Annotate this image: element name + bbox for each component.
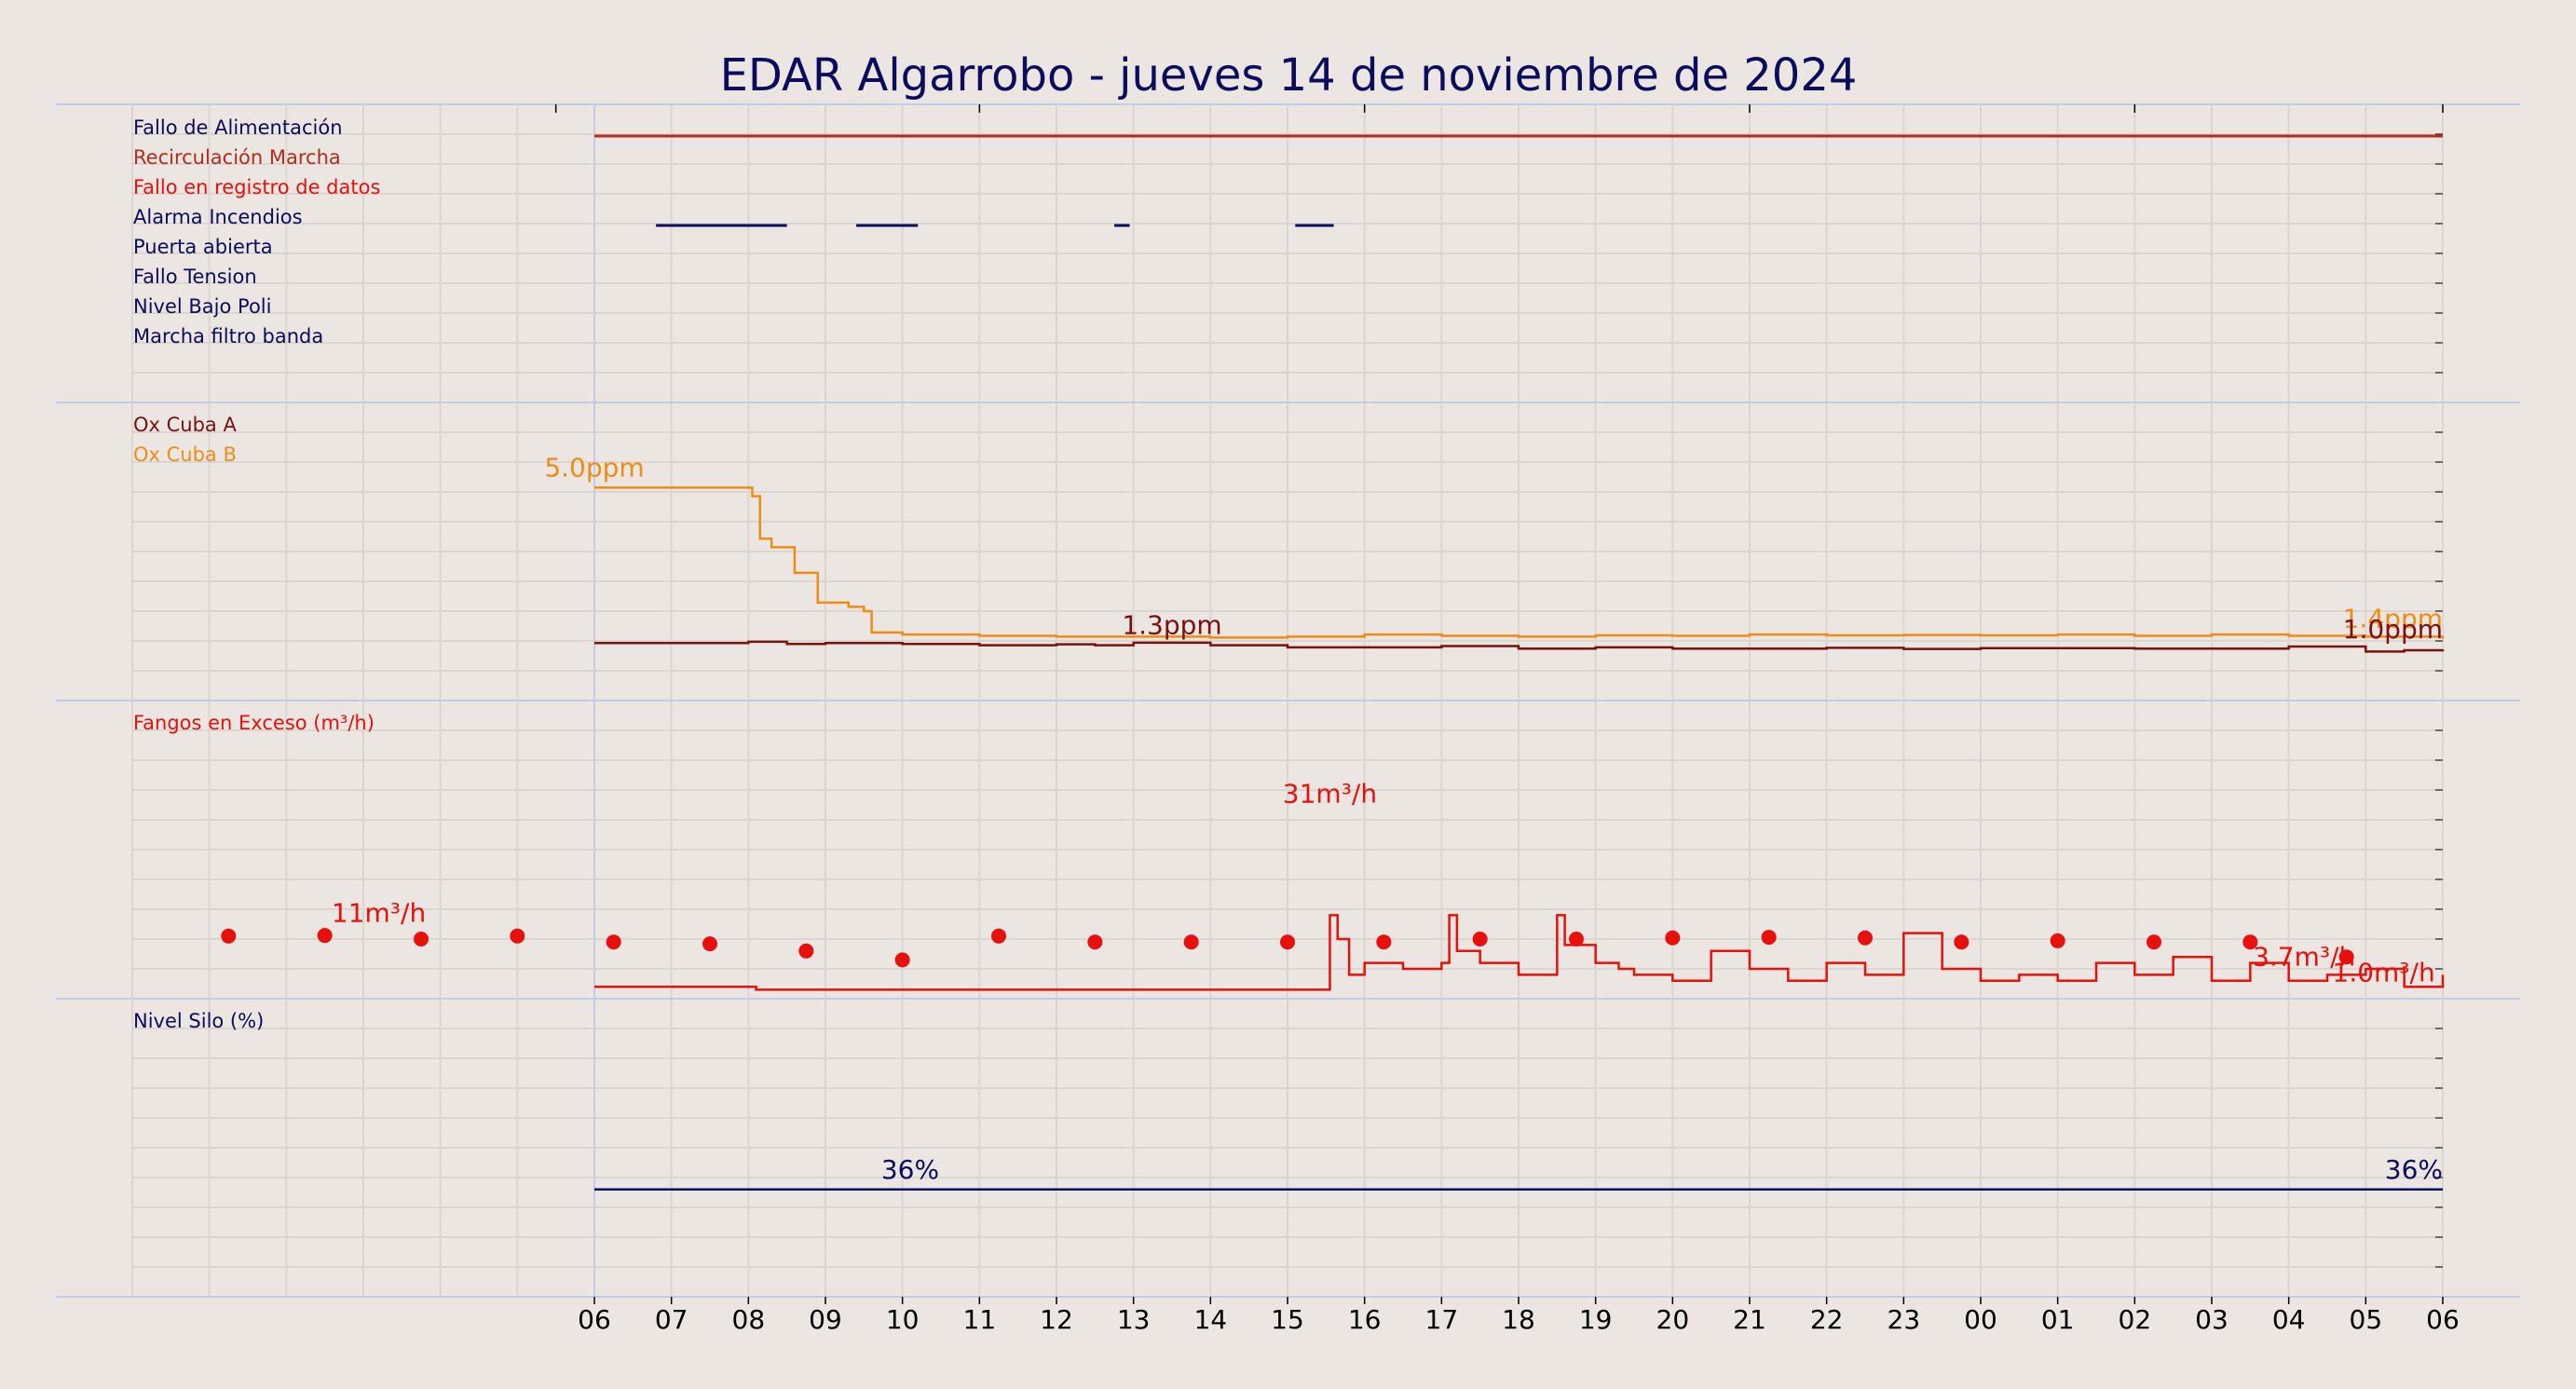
legend-item: Nivel Silo (%) — [133, 1010, 264, 1032]
x-tick-label: 01 — [2041, 1304, 2075, 1335]
x-tick-label: 12 — [1040, 1304, 1073, 1335]
data-point — [606, 934, 621, 950]
data-label: 36% — [2385, 1154, 2443, 1185]
data-point — [894, 952, 910, 968]
data-point — [1472, 932, 1488, 946]
data-point — [414, 932, 429, 946]
x-tick-label: 02 — [2119, 1304, 2152, 1335]
series-line — [594, 640, 2445, 653]
chart-title: EDAR Algarrobo - jueves 14 de noviembre … — [720, 49, 1858, 102]
x-tick-label: 18 — [1502, 1304, 1535, 1335]
data-label: 5.0ppm — [544, 452, 644, 483]
data-label: 3.7m³/h — [2253, 941, 2355, 972]
data-point — [2242, 934, 2258, 950]
x-tick-label: 17 — [1425, 1304, 1459, 1335]
data-point — [991, 928, 1006, 944]
x-tick-label: 19 — [1579, 1304, 1613, 1335]
x-tick-label: 22 — [1810, 1304, 1844, 1335]
legend-item: Puerta abierta — [133, 236, 273, 258]
x-tick-label: 14 — [1194, 1304, 1228, 1335]
data-point — [221, 928, 237, 944]
legend-item: Marcha filtro banda — [133, 325, 323, 347]
data-label: 1.0m³/h — [2333, 958, 2435, 988]
data-label: 1.3ppm — [1122, 610, 1221, 641]
data-point — [1569, 932, 1584, 946]
data-point — [798, 943, 814, 959]
x-tick-label: 20 — [1656, 1304, 1690, 1335]
x-tick-label: 16 — [1348, 1304, 1382, 1335]
data-point — [1087, 934, 1103, 950]
x-tick-label: 03 — [2195, 1304, 2228, 1335]
x-tick-label: 07 — [655, 1304, 688, 1335]
x-tick-label: 04 — [2272, 1304, 2306, 1335]
data-point — [1858, 930, 1873, 946]
data-point — [2147, 934, 2161, 950]
data-label: 36% — [881, 1154, 939, 1185]
data-label: 11m³/h — [332, 898, 426, 929]
data-label: 1.0ppm — [2343, 614, 2443, 645]
data-point — [1183, 934, 1199, 950]
legend-item: Fallo de Alimentación — [133, 116, 343, 139]
data-point — [2338, 949, 2354, 965]
x-tick-label: 23 — [1888, 1304, 1921, 1335]
legend-item: Nivel Bajo Poli — [133, 295, 271, 318]
data-point — [1665, 930, 1681, 946]
x-axis-ticks: 06 07 08 09 10 11 12 13 14 15 16 17 18 19 20 21 22 23 00 01… — [554, 104, 2460, 1335]
legend-item: Ox Cuba A — [133, 414, 237, 436]
x-tick-label: 11 — [963, 1304, 997, 1335]
x-tick-label: 05 — [2350, 1304, 2383, 1335]
data-point — [1954, 934, 1969, 950]
x-tick-label: 21 — [1733, 1304, 1766, 1335]
legend-item: Alarma Incendios — [133, 206, 303, 228]
legend-item: Fallo en registro de datos — [133, 176, 380, 198]
x-tick-label: 09 — [809, 1304, 842, 1335]
x-tick-label: 00 — [1964, 1304, 1997, 1335]
x-tick-label: 06 — [578, 1304, 611, 1335]
x-tick-label: 15 — [1271, 1304, 1304, 1335]
data-point — [1280, 934, 1295, 950]
series-line — [594, 486, 2445, 639]
series-layer — [221, 134, 2445, 1192]
data-point — [317, 928, 333, 944]
legend-item: Fallo Tension — [133, 266, 257, 288]
x-tick-label: 08 — [732, 1304, 766, 1335]
series-line — [594, 914, 2445, 991]
x-tick-label: 10 — [886, 1304, 920, 1335]
data-label: 1.4ppm — [2343, 604, 2443, 634]
data-point — [2050, 933, 2065, 948]
data-point — [702, 936, 717, 952]
x-tick-label: 13 — [1117, 1304, 1151, 1335]
data-point — [1376, 934, 1392, 950]
data-point — [1761, 930, 1777, 946]
legend-item: Fangos en Exceso (m³/h) — [133, 712, 375, 734]
legend-item: Recirculación Marcha — [133, 146, 341, 169]
panel-separators — [56, 103, 2520, 1298]
data-label: 31m³/h — [1283, 779, 1377, 810]
legend-layer: Fallo de Alimentación Recirculación March… — [133, 116, 380, 1032]
x-tick-label: 06 — [2426, 1304, 2460, 1335]
data-point — [510, 928, 525, 944]
legend-item: Ox Cuba B — [133, 443, 237, 466]
